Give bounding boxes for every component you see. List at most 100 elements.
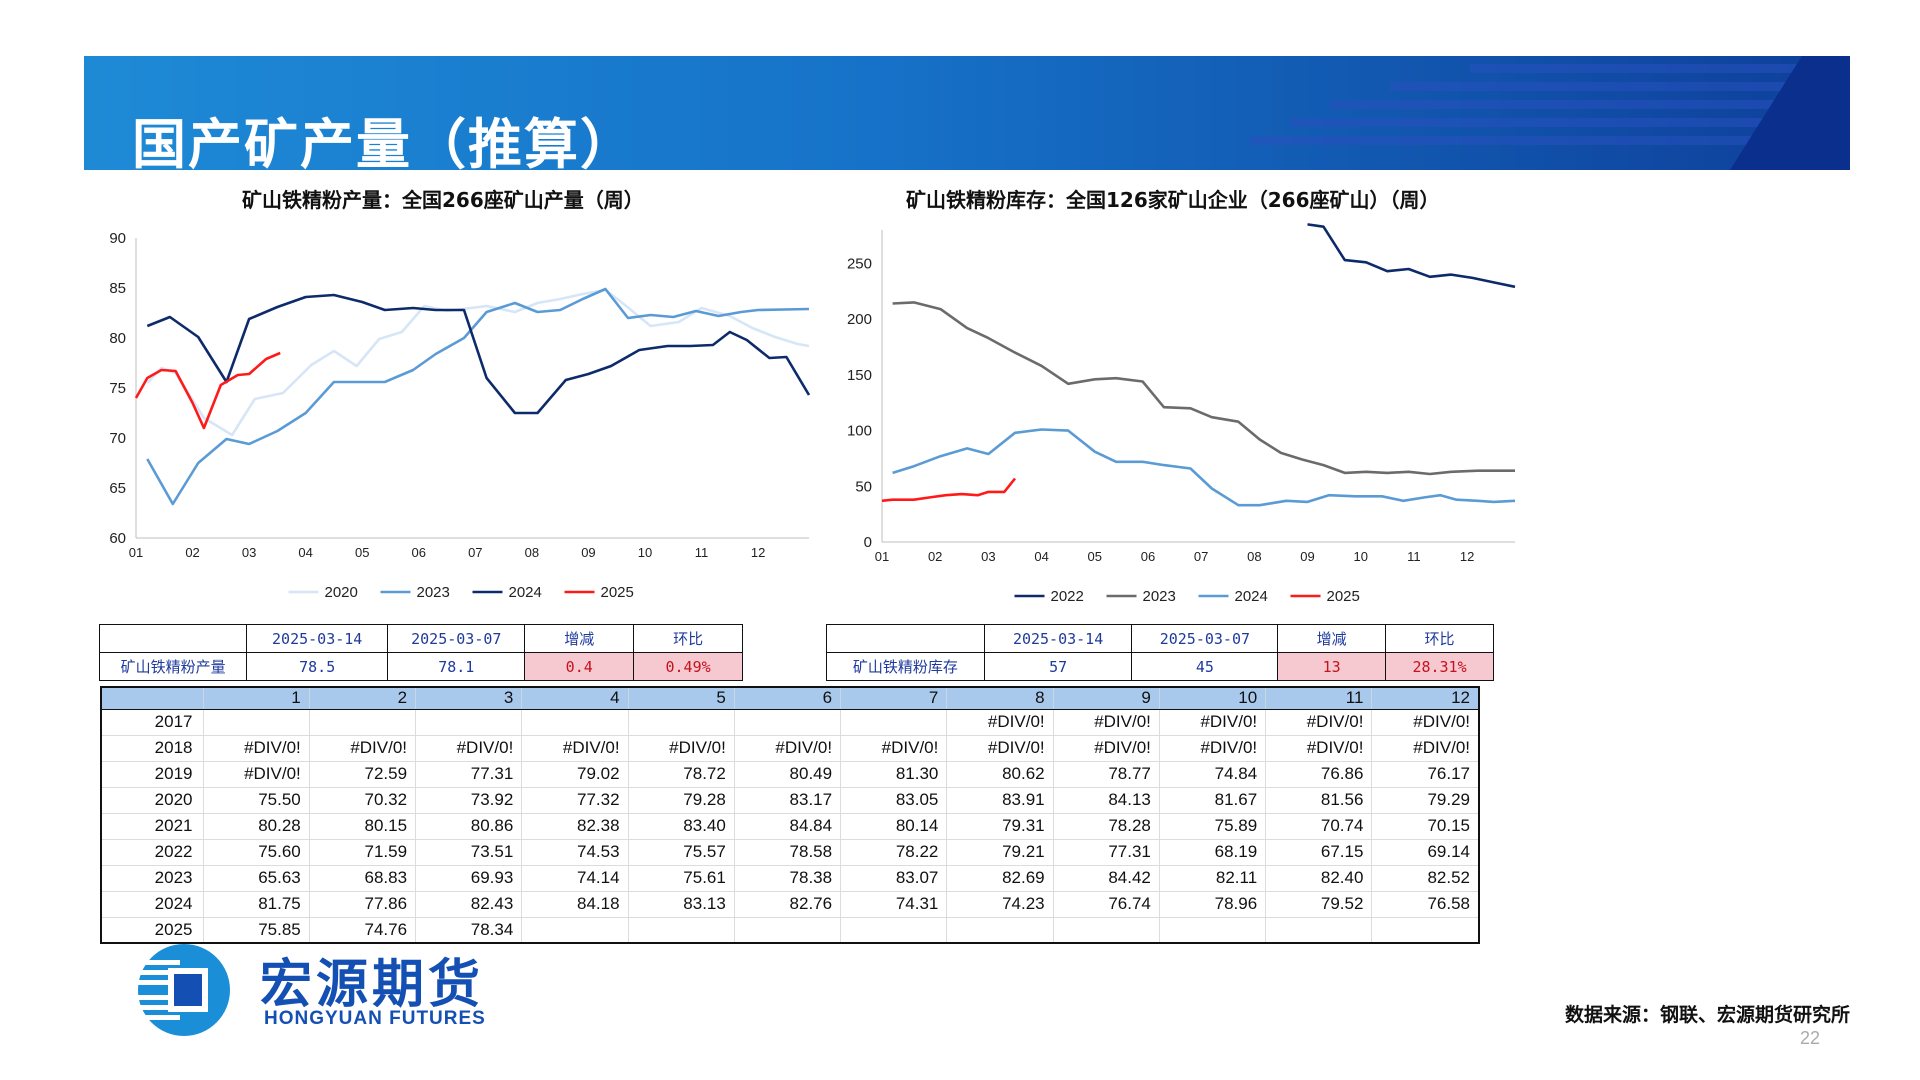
table-cell: 68.83 [308,864,417,892]
table-cell: 78.96 [1158,890,1267,918]
table-cell: #DIV/0! [1158,708,1267,736]
table-cell: 70.32 [308,786,417,814]
x-tick-label: 10 [1354,549,1368,564]
table-cell [733,708,842,736]
table-cell: #DIV/0! [627,734,735,762]
table-cell: 69.93 [415,864,523,892]
table-cell: #DIV/0! [308,734,417,762]
y-tick-label: 65 [109,480,126,497]
table-cell: 79.31 [946,812,1054,840]
table-cell: #DIV/0! [415,734,523,762]
table-cell: 81.56 [1265,786,1373,814]
table-header-row: 1 2 3 4 5 6 7 8 9 10 11 12 [101,687,1480,710]
summary-change-value: 13 [1277,652,1387,681]
legend-label: 2025 [1327,588,1360,605]
table-cell: 74.84 [1158,760,1267,788]
table-cell: 75.50 [202,786,310,814]
table-cell: 75.61 [627,864,735,892]
table-column-header: 3 [415,687,523,710]
table-column-header: 8 [946,687,1054,710]
table-column-header: 10 [1159,687,1267,710]
table-cell: 82.40 [1265,864,1373,892]
series-line-2025 [881,477,1017,503]
table-cell: 79.29 [1371,786,1480,814]
summary-current-value: 57 [983,652,1133,681]
x-tick-label: 07 [468,545,482,560]
table-cell: #DIV/0! [1158,734,1267,762]
table-cell [840,916,948,944]
x-tick-label: 02 [928,549,942,564]
production-summary-table: 2025-03-14 2025-03-07 增减 环比 矿山铁精粉产量 78.5… [98,624,743,681]
y-tick-label: 0 [864,534,872,551]
legend-label: 2022 [1051,588,1084,605]
table-cell: #DIV/0! [202,760,310,788]
x-tick-label: 12 [1460,549,1474,564]
table-cell: 82.38 [521,812,629,840]
x-tick-label: 04 [1034,549,1048,564]
table-cell: 79.21 [946,838,1054,866]
summary-header-current: 2025-03-14 [246,624,389,653]
table-cell [202,708,310,736]
table-cell [627,708,735,736]
summary-label: 矿山铁精粉库存 [826,652,985,681]
table-cell: 82.43 [415,890,523,918]
logo-english-name: HONGYUAN FUTURES [264,1008,486,1029]
table-cell: 77.31 [1052,838,1160,866]
table-cell: #DIV/0! [946,734,1054,762]
y-tick-label: 60 [109,530,126,547]
logo-emblem-icon [128,944,230,1036]
table-column-header: 9 [1053,687,1160,710]
x-tick-label: 09 [581,545,595,560]
table-cell: 71.59 [308,838,417,866]
table-header-corner [101,687,204,710]
table-cell: 80.62 [946,760,1054,788]
summary-header-change: 增减 [1277,624,1387,653]
table-cell [840,708,948,736]
table-cell: 80.14 [840,812,948,840]
table-cell: 80.15 [308,812,417,840]
x-tick-label: 11 [1407,549,1421,564]
table-cell: 80.49 [733,760,842,788]
table-cell: #DIV/0! [733,734,842,762]
x-tick-label: 08 [1247,549,1261,564]
table-column-header: 4 [521,687,629,710]
table-cell: #DIV/0! [202,734,310,762]
summary-previous-value: 78.1 [387,652,526,681]
table-cell: 83.91 [946,786,1054,814]
summary-ratio-value: 28.31% [1385,652,1494,681]
table-row-year: 2020 [100,786,204,814]
table-column-header: 2 [309,687,417,710]
table-cell: 74.31 [840,890,948,918]
table-cell: 75.89 [1158,812,1267,840]
table-cell: 74.14 [521,864,629,892]
table-column-header: 6 [734,687,842,710]
table-cell: 75.57 [627,838,735,866]
y-tick-label: 100 [847,423,872,440]
summary-header-change: 增减 [524,624,635,653]
table-cell: #DIV/0! [1371,708,1480,736]
table-cell: 83.05 [840,786,948,814]
x-tick-label: 06 [1141,549,1155,564]
inventory-summary-table: 2025-03-14 2025-03-07 增减 环比 矿山铁精粉库存 57 4… [826,624,1494,681]
table-cell [733,916,842,944]
x-tick-label: 07 [1194,549,1208,564]
table-row: 2022 75.60 71.59 73.51 74.53 75.57 78.58 78.22 7… [100,838,1480,866]
table-cell: 68.19 [1158,838,1267,866]
summary-header-blank [98,624,248,653]
x-tick-label: 03 [981,549,995,564]
table-cell: 73.92 [415,786,523,814]
table-row-year: 2022 [100,838,204,866]
table-cell: 81.75 [202,890,310,918]
y-tick-label: 70 [109,430,126,447]
table-cell: 78.77 [1052,760,1160,788]
table-cell: 83.13 [627,890,735,918]
table-cell: 78.72 [627,760,735,788]
logo-chinese-name: 宏源期货 [260,955,485,1015]
table-cell: #DIV/0! [840,734,948,762]
table-cell: 78.28 [1052,812,1160,840]
x-tick-label: 05 [355,545,369,560]
legend-label: 2024 [1235,588,1268,605]
table-column-header: 5 [628,687,735,710]
inventory-chart: 0 50 100 150 200 250 01 02 03 04 05 06 07 08 09 10 11 12 2… [847,223,1516,605]
data-source: 数据来源：钢联、宏源期货研究所 [1564,1004,1850,1026]
